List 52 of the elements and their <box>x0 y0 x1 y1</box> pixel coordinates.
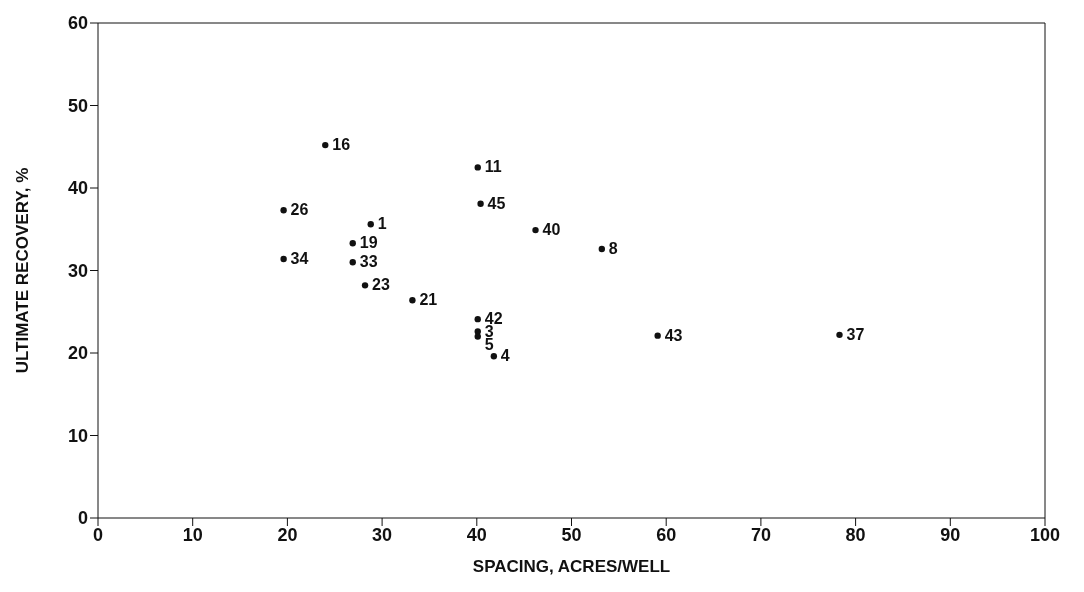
point <box>836 331 843 339</box>
annotation: 11 <box>484 158 502 176</box>
point <box>532 226 539 234</box>
y-tick-label: 10 <box>67 425 88 446</box>
y-tick-label: 30 <box>67 260 88 281</box>
point <box>367 221 374 228</box>
annotation: 16 <box>332 136 351 154</box>
y-tick-label: 50 <box>67 95 88 116</box>
x-tick-label: 40 <box>466 524 487 545</box>
annotation: 4 <box>500 347 510 365</box>
point <box>474 333 481 340</box>
annotation: 8 <box>608 240 618 258</box>
point <box>477 200 484 207</box>
x-tick-label: 80 <box>845 524 866 545</box>
annotation: 43 <box>664 326 683 344</box>
y-axis-title: ULTIMATE RECOVERY, % <box>13 167 33 374</box>
x-tick-label: 100 <box>1029 524 1061 545</box>
point <box>654 332 661 339</box>
point <box>598 245 605 253</box>
point <box>474 164 481 171</box>
point <box>349 259 356 266</box>
annotation: 45 <box>487 194 506 212</box>
x-tick-label: 10 <box>182 524 203 545</box>
annotation: 23 <box>372 276 390 294</box>
x-tick-label: 60 <box>656 524 677 545</box>
point <box>349 240 356 247</box>
x-tick-label: 70 <box>750 524 771 545</box>
point <box>322 141 329 149</box>
x-axis-title: SPACING, ACRES/WELL <box>472 557 671 576</box>
point <box>280 207 287 214</box>
annotation: 26 <box>290 201 309 219</box>
point <box>280 255 287 263</box>
x-tick-label: 30 <box>372 524 393 545</box>
x-tick-label: 0 <box>92 524 104 545</box>
annotation: 40 <box>542 221 561 239</box>
annotation: 34 <box>290 249 309 267</box>
point <box>474 315 481 323</box>
annotation: 33 <box>359 253 378 271</box>
point <box>361 282 369 289</box>
annotation: 21 <box>419 291 438 309</box>
annotation: 1 <box>377 215 387 233</box>
annotation: 37 <box>846 325 865 343</box>
annotation: 19 <box>359 234 378 252</box>
x-tick-label: 20 <box>277 524 298 545</box>
point <box>409 297 416 304</box>
y-tick-label: 40 <box>67 178 88 199</box>
x-tick-label: 50 <box>561 524 582 545</box>
point <box>490 353 498 360</box>
y-tick-label: 60 <box>67 13 88 34</box>
x-tick-label: 90 <box>940 524 961 545</box>
y-tick-label: 20 <box>67 343 88 364</box>
y-tick-label: 0 <box>77 508 88 529</box>
